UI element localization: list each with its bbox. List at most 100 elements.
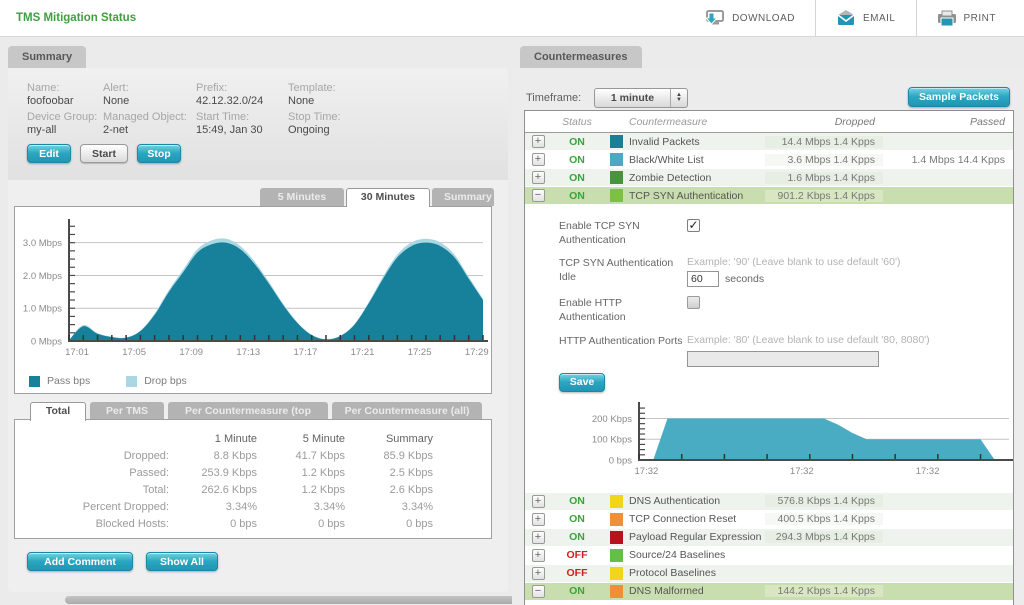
field-value: Ongoing: [288, 124, 330, 136]
stats-column-header: 5 Minute: [302, 432, 345, 445]
summary-field: Stop Time: Ongoing: [288, 111, 341, 136]
stats-row: Percent Dropped: 3.34% 3.34% 3.34%: [29, 498, 443, 515]
expand-toggle[interactable]: +: [531, 153, 545, 166]
expand-toggle[interactable]: +: [531, 135, 545, 148]
stats-row-label: Total:: [142, 483, 169, 496]
expand-toggle[interactable]: +: [531, 566, 545, 580]
timeframe-select[interactable]: 1 minute ▲ ▼: [594, 88, 688, 108]
svg-text:200 Kbps: 200 Kbps: [592, 414, 632, 425]
stats-row: Blocked Hosts: 0 bps 0 bps 0 bps: [29, 515, 443, 532]
tab-5-minutes[interactable]: 5 Minutes: [260, 188, 344, 206]
save-button[interactable]: Save: [559, 372, 605, 392]
http-ports-input[interactable]: [687, 350, 879, 367]
stats-value: 0 bps: [230, 517, 257, 530]
email-icon: [837, 10, 855, 25]
svg-text:2.0 Mbps: 2.0 Mbps: [23, 271, 62, 282]
dropped-value: 576.8 Kbps 1.4 Kpps: [765, 495, 883, 508]
countermeasure-row: + ON DNS Authentication 576.8 Kbps 1.4 Kpps: [525, 492, 1013, 511]
start-button[interactable]: Start: [80, 144, 128, 163]
svg-text:17:01: 17:01: [65, 347, 89, 358]
tab-countermeasures[interactable]: Countermeasures: [520, 46, 642, 68]
enable-http-checkbox[interactable]: [687, 296, 700, 310]
tab-total[interactable]: Total: [30, 402, 86, 421]
svg-text:1.0 Mbps: 1.0 Mbps: [23, 304, 62, 315]
traffic-stats-panel: 1 Minute 5 Minute Summary Dropped: 8.8 Kbps 4…: [14, 419, 492, 539]
field-label: Device Group:: [27, 111, 98, 123]
tab-summary[interactable]: Summary: [8, 46, 87, 68]
show-all-button[interactable]: Show All: [146, 552, 218, 571]
traffic-chart: 0 Mbps 1.0 Mbps 2.0 Mbps 3.0 Mbps 17:01 17:05…: [23, 219, 489, 358]
expand-toggle[interactable]: +: [531, 494, 545, 508]
legend-swatch: [29, 375, 40, 387]
horizontal-scrollbar[interactable]: [65, 596, 541, 604]
download-button[interactable]: DOWNLOAD: [683, 0, 815, 36]
tab-per-countermeasure-top3[interactable]: Per Countermeasure (top 3): [168, 402, 328, 435]
col-dropped: Dropped: [834, 115, 875, 128]
svg-text:17:13: 17:13: [236, 347, 260, 358]
stats-row: Dropped: 8.8 Kbps 41.7 Kbps 85.9 Kbps: [29, 447, 443, 464]
passed-value: 1.4 Mbps 14.4 Kpps: [911, 153, 1005, 166]
stats-row: Passed: 253.9 Kbps 1.2 Kbps 2.5 Kbps: [29, 464, 443, 481]
status-badge: ON: [569, 135, 585, 148]
svg-text:17:05: 17:05: [122, 347, 146, 358]
field-label: Stop Time:: [288, 111, 341, 123]
stats-row-label: Passed:: [129, 466, 169, 479]
status-badge: ON: [569, 585, 585, 598]
stats-value: 41.7 Kbps: [295, 449, 345, 462]
countermeasure-color-swatch: [609, 512, 623, 526]
add-comment-button[interactable]: Add Comment: [27, 552, 133, 571]
stats-value: 3.34%: [225, 500, 257, 513]
expand-toggle[interactable]: +: [531, 171, 545, 184]
email-button[interactable]: EMAIL: [814, 0, 916, 36]
expand-toggle[interactable]: +: [531, 548, 545, 562]
enable-tcp-syn-checkbox[interactable]: ✓: [687, 218, 700, 232]
summary-field: Alert: None: [103, 82, 129, 107]
collapse-toggle[interactable]: −: [531, 189, 545, 202]
traffic-chart-panel: 0 Mbps 1.0 Mbps 2.0 Mbps 3.0 Mbps 17:01 17:05…: [14, 206, 492, 394]
field-value: 2-net: [103, 124, 129, 136]
svg-text:0 bps: 0 bps: [609, 455, 632, 466]
summary-field: Managed Object: 2-net: [103, 111, 187, 136]
stats-value: 3.34%: [313, 500, 345, 513]
stats-value: 262.6 Kbps: [201, 483, 257, 496]
idle-hint: Example: '90' (Leave blank to use defaul…: [687, 256, 901, 269]
expand-toggle[interactable]: +: [531, 512, 545, 526]
countermeasure-color-swatch: [609, 135, 623, 148]
dropped-value: 294.3 Mbps 1.4 Kpps: [765, 531, 883, 544]
tab-per-tms[interactable]: Per TMS: [90, 402, 164, 420]
col-countermeasure: Countermeasure: [629, 115, 708, 128]
status-badge: ON: [569, 495, 585, 508]
tab-summary-range[interactable]: Summary: [432, 188, 494, 206]
expand-toggle[interactable]: +: [531, 530, 545, 544]
edit-button[interactable]: Edit: [27, 144, 71, 163]
col-passed: Passed: [969, 115, 1005, 128]
stats-tabs: Total Per TMS Per Countermeasure (top 3)…: [30, 402, 482, 435]
idle-seconds-input[interactable]: [687, 271, 719, 288]
sample-packets-button[interactable]: Sample Packets: [908, 87, 1010, 107]
tab-per-countermeasure-all[interactable]: Per Countermeasure (all): [332, 402, 482, 420]
collapse-toggle[interactable]: −: [531, 584, 545, 598]
countermeasure-row: + OFF Protocol Baselines: [525, 564, 1013, 583]
stop-button[interactable]: Stop: [137, 144, 181, 163]
countermeasure-chart: 0 bps 100 Kbps 200 Kbps 17:32 17:32 17:32: [592, 401, 1013, 477]
field-value: 15:49, Jan 30: [196, 124, 263, 136]
legend-label: Drop bps: [144, 375, 187, 387]
field-value: None: [288, 95, 315, 107]
stats-value: 85.9 Kbps: [383, 449, 433, 462]
field-label: Start Time:: [196, 111, 250, 123]
status-badge: ON: [569, 513, 585, 526]
print-button[interactable]: PRINT: [915, 0, 1017, 36]
tab-30-minutes[interactable]: 30 Minutes: [346, 188, 430, 207]
status-badge: OFF: [566, 549, 588, 562]
dropped-value: 901.2 Kbps 1.4 Kpps: [765, 189, 883, 202]
stats-value: 0 bps: [318, 517, 345, 530]
dropped-value: 3.6 Mbps 1.4 Kpps: [765, 153, 883, 166]
countermeasure-color-swatch: [609, 530, 623, 544]
stats-value: 2.6 Kbps: [389, 483, 433, 496]
field-label: Name:: [27, 82, 60, 94]
countermeasure-color-swatch: [609, 494, 623, 508]
field-value: my-all: [27, 124, 57, 136]
traffic-chart-legend: Pass bps Drop bps: [29, 375, 187, 387]
traffic-stats-table: 1 Minute 5 Minute Summary Dropped: 8.8 Kbps 4…: [29, 430, 443, 532]
field-label: Alert:: [103, 82, 129, 94]
